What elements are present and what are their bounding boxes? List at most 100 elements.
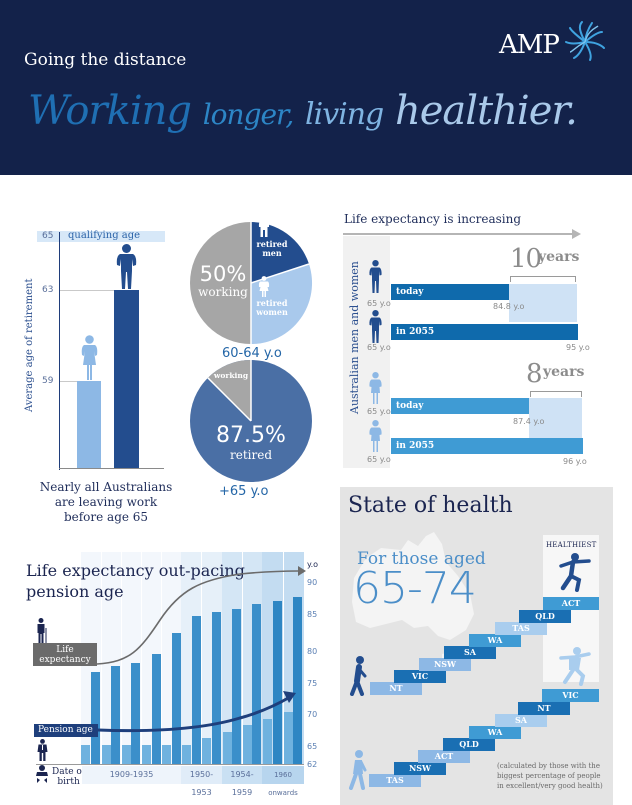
women-step-4: QLD: [443, 738, 495, 751]
y-axis-title: Average age of retirement: [24, 278, 35, 412]
x-baseline: [36, 764, 304, 765]
women-step-8: VIC: [542, 689, 599, 702]
divider: [201, 552, 202, 764]
pie-retired-label: retired: [229, 448, 273, 462]
women-step-1: TAS: [369, 774, 421, 787]
men-step-3: NSW: [419, 658, 471, 671]
qualifying-age-label: qualifying age: [68, 230, 141, 241]
y-tick-62: 62: [307, 760, 318, 769]
pie-working-label: working: [198, 285, 248, 299]
life-bar: [111, 666, 120, 764]
men-step-2: VIC: [394, 670, 446, 683]
amp-starburst-icon: [565, 21, 605, 61]
state-of-health-title: State of health: [348, 493, 513, 518]
men-step-4: SA: [444, 646, 496, 659]
title-line-2: pension age: [26, 582, 124, 601]
life-bar: [273, 601, 282, 764]
women-start-age-2: 65 y.o: [367, 455, 391, 464]
women-step-7: NT: [518, 702, 570, 715]
header-subtitle: Going the distance: [24, 50, 187, 70]
y-axis: [59, 232, 60, 470]
women-today-age: 87.4 y.o: [513, 417, 545, 426]
retired-man-icon: [258, 216, 270, 237]
y-tick-80: 80: [307, 647, 318, 656]
gridline-59: [60, 381, 77, 382]
men-increase-band: [509, 284, 577, 322]
pie-retired-pct: 87.5%: [216, 423, 286, 448]
pension-age-tag: Pension age: [34, 724, 98, 737]
men-increase-unit: years: [538, 249, 580, 265]
side-label: Australian men and women: [348, 261, 361, 414]
pension-bar: [243, 725, 252, 764]
pension-bar: [162, 745, 171, 764]
bar-men: [114, 290, 139, 469]
retired-woman-icon: [258, 276, 270, 297]
business-person-icon: [37, 739, 48, 761]
x-axis-baseline: [59, 468, 164, 469]
life-expectancy-tag: Life expectancy: [33, 643, 97, 666]
women-start-age-1: 65 y.o: [367, 407, 391, 416]
header-tagline: Working longer, living healthier.: [28, 88, 578, 134]
life-bar: [172, 633, 181, 764]
dob-line-1: Date of: [52, 767, 86, 777]
life-bar: [91, 672, 100, 764]
men-start-age-1: 65 y.o: [367, 299, 391, 308]
header-banner: Going the distance Working longer, livin…: [0, 0, 632, 175]
life-bar: [192, 616, 201, 764]
men-today-age: 84.8 y.o: [493, 302, 525, 311]
pension-bar: [102, 745, 111, 764]
men-today-bar: today: [391, 284, 509, 300]
tagline-living: living: [305, 97, 384, 132]
pie-working-small-label: working: [213, 371, 249, 380]
pension-bar: [142, 745, 151, 764]
men-increase-number: 10: [510, 244, 542, 274]
retired-women-label: retired women: [256, 298, 288, 317]
for-those-aged: For those aged: [357, 549, 486, 569]
women-today-bar: today: [391, 398, 529, 414]
men-2055-age: 95 y.o: [566, 343, 590, 352]
qualifying-age-band: [37, 231, 165, 242]
y-unit: y.o: [307, 560, 319, 569]
life-bar: [131, 663, 140, 764]
women-step-6: SA: [495, 714, 547, 727]
women-bracket: [530, 391, 582, 397]
amp-logo-text: AMP: [499, 30, 560, 60]
pie-age-60-64: 60-64 y.o: [222, 346, 282, 361]
running-woman-icon: [559, 647, 591, 686]
healthiest-label: HEALTHIEST: [546, 541, 597, 549]
tick-65: 65: [42, 231, 54, 241]
tagline-longer: longer,: [202, 98, 295, 131]
women-2055-age: 96 y.o: [563, 457, 587, 466]
divider: [242, 552, 243, 764]
bar-women: [77, 381, 101, 469]
y-tick-65: 65: [307, 742, 318, 751]
pension-bar: [202, 738, 211, 764]
man-figure-icon: [116, 244, 137, 289]
woman-icon: [369, 420, 382, 452]
health-footnote: (calculated by those with the biggest pe…: [497, 762, 603, 790]
woman-figure-icon: [81, 335, 98, 380]
arrow-head-icon: [572, 229, 581, 239]
y-tick-85: 85: [307, 610, 318, 619]
man-icon: [369, 260, 382, 293]
life-bar: [152, 654, 161, 764]
man-icon: [369, 310, 382, 343]
life-bar: [293, 597, 302, 764]
title-line-1: Life expectancy out-pacing: [26, 561, 245, 580]
woman-icon: [369, 372, 382, 404]
pension-bar: [284, 712, 293, 764]
trend-curves: [96, 566, 306, 733]
divider: [161, 552, 162, 764]
tagline-healthier: healthier.: [394, 88, 578, 134]
women-2055-bar: in 2055: [391, 438, 583, 454]
life-bar: [252, 604, 261, 764]
age-range: 65-74: [353, 563, 477, 614]
life-expectancy-title: Life expectancy is increasing: [344, 212, 522, 226]
y-tick-90: 90: [307, 578, 318, 587]
pie-age-65-plus: +65 y.o: [219, 484, 269, 499]
baby-icon: [36, 765, 48, 783]
men-step-7: QLD: [519, 610, 571, 623]
life-bar: [212, 612, 221, 764]
divider: [141, 552, 142, 764]
pie-working-pct: 50%: [199, 262, 247, 286]
